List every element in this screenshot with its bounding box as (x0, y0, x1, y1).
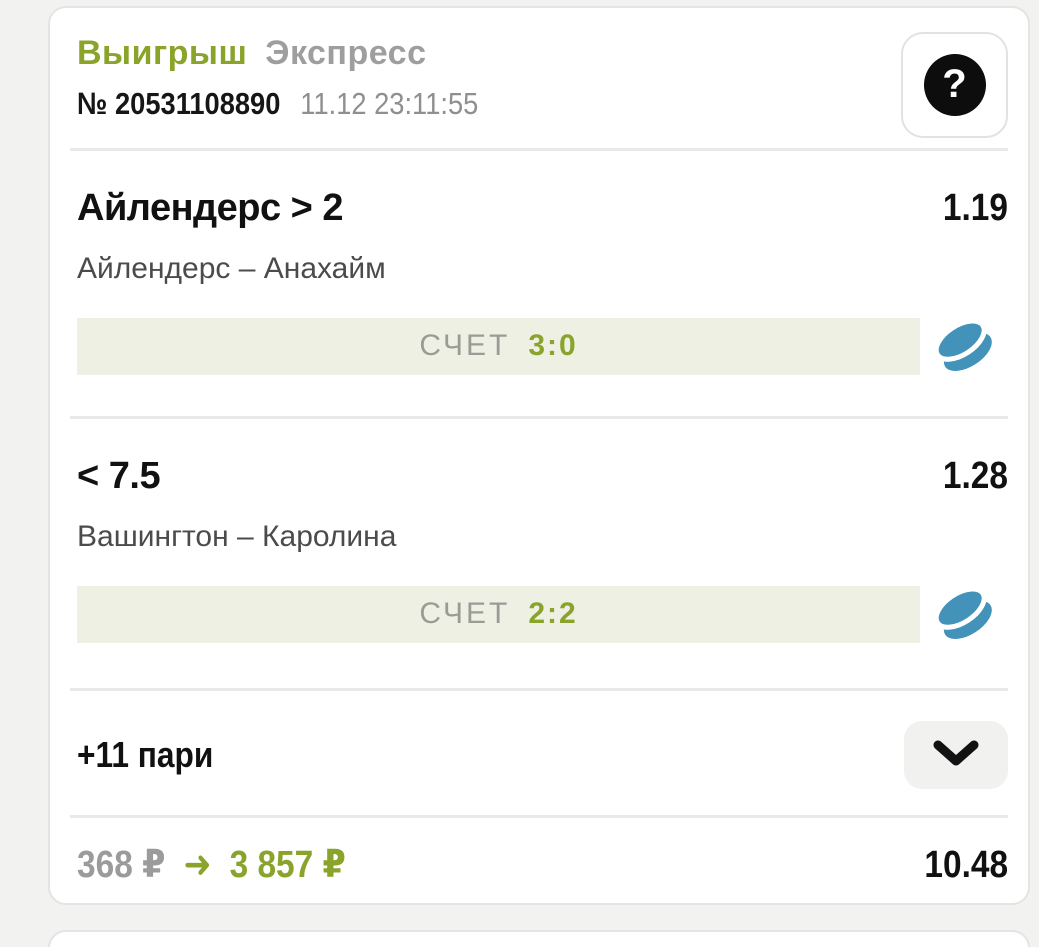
bet-title: < 7.5 (77, 455, 161, 497)
bet-odds: 1.28 (942, 455, 1008, 497)
divider (70, 416, 1008, 419)
bet-type: Экспресс (265, 34, 427, 72)
card-header: Выигрыш Экспресс № 20531108890 11.12 23:… (77, 8, 1008, 138)
divider (70, 148, 1008, 151)
question-mark-icon: ? (923, 54, 986, 116)
score-value: 3:0 (528, 329, 578, 362)
next-card-partial[interactable] (48, 930, 1030, 947)
bet-title: Айлендерс > 2 (77, 187, 344, 229)
bet-leg-2: < 7.5 1.28 Вашингтон – Каролина СЧЕТ 2:2 (77, 419, 1008, 646)
help-button[interactable]: ? (901, 32, 1008, 138)
score-bar: СЧЕТ 2:2 (77, 585, 920, 643)
divider (70, 688, 1008, 691)
bet-leg-1: Айлендерс > 2 1.19 Айлендерс – Анахайм С… (77, 151, 1008, 378)
stake-amount: 368 ₽ (77, 844, 166, 886)
bet-meta-row: № 20531108890 11.12 23:11:55 (77, 86, 1008, 122)
bet-status: Выигрыш (77, 34, 248, 72)
card-title: Выигрыш Экспресс (77, 34, 1008, 73)
more-bets-label: +11 пари (77, 734, 214, 775)
bet-number-label: № (77, 86, 108, 121)
score-label: СЧЕТ (419, 597, 511, 630)
more-bets-row[interactable]: +11 пари (77, 691, 1008, 789)
expand-button[interactable] (904, 721, 1008, 789)
total-odds: 10.48 (924, 844, 1008, 886)
score-value: 2:2 (528, 597, 578, 630)
hockey-puck-icon (920, 582, 1008, 646)
bet-odds: 1.19 (942, 187, 1008, 229)
bet-number: 20531108890 (115, 86, 281, 121)
chevron-down-icon (932, 740, 980, 771)
bet-match: Айлендерс – Анахайм (77, 252, 386, 285)
hockey-puck-icon (920, 314, 1008, 378)
bet-card: Выигрыш Экспресс № 20531108890 11.12 23:… (48, 6, 1030, 905)
divider (70, 815, 1008, 818)
bet-datetime: 11.12 23:11:55 (300, 86, 479, 121)
payout-amount: 3 857 ₽ (229, 844, 346, 886)
score-label: СЧЕТ (419, 329, 511, 362)
score-bar: СЧЕТ 3:0 (77, 317, 920, 375)
arrow-right-icon: ➜ (183, 842, 212, 886)
summary-row: 368 ₽ ➜ 3 857 ₽ 10.48 (77, 818, 1008, 887)
bet-match: Вашингтон – Каролина (77, 520, 397, 553)
payout-summary: 368 ₽ ➜ 3 857 ₽ (77, 842, 346, 887)
